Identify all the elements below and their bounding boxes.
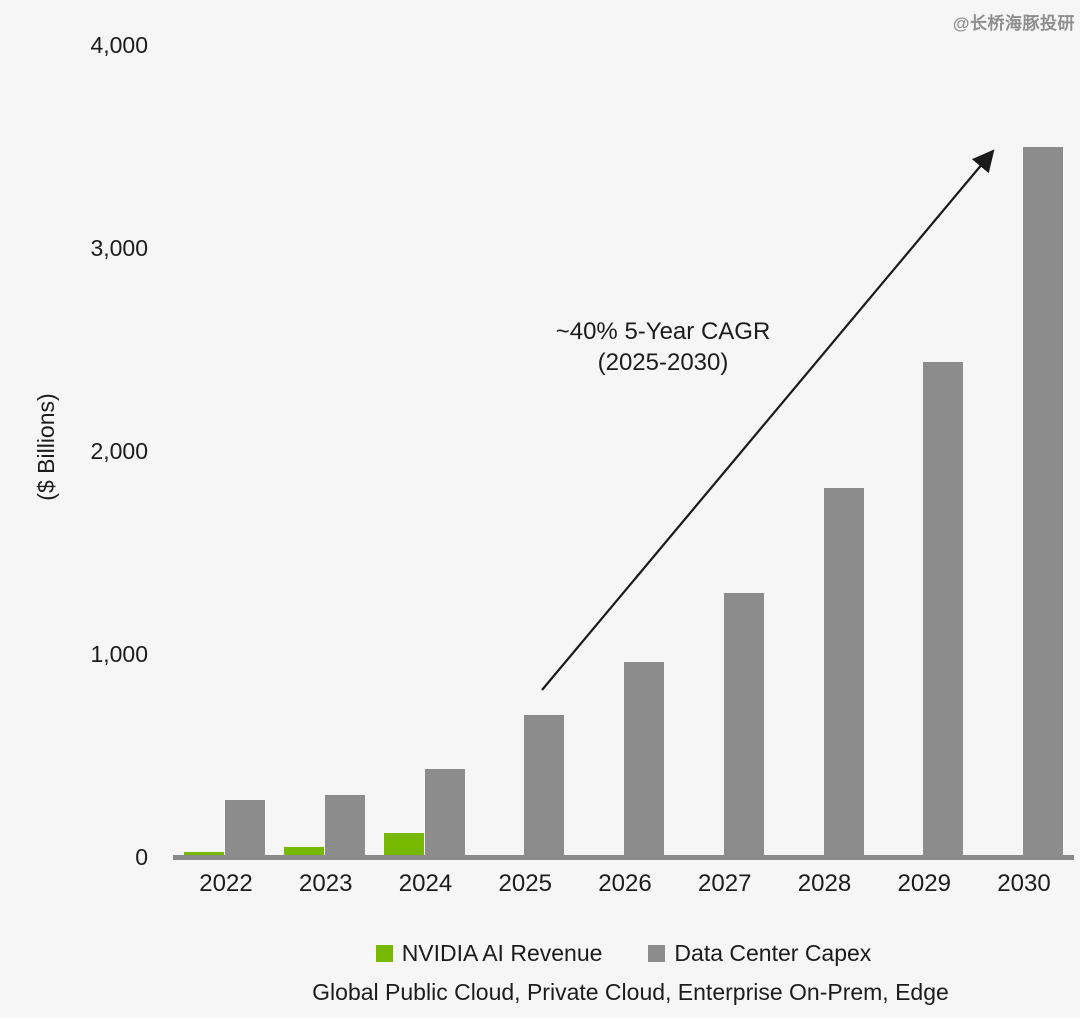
legend-label: NVIDIA AI Revenue [401, 940, 603, 966]
y-tick-label: 0 [135, 844, 148, 870]
x-tick-label: 2025 [498, 870, 552, 897]
bar-data-center-capex-2029 [923, 361, 964, 857]
bar-nvidia-ai-revenue-2024 [383, 832, 424, 857]
caption: Global Public Cloud, Private Cloud, Ente… [312, 979, 949, 1005]
bar-data-center-capex-2022 [225, 800, 265, 857]
bar-nvidia-ai-revenue-2022 [184, 851, 224, 857]
x-tick-label: 2028 [797, 870, 852, 897]
x-tick-label: 2030 [997, 870, 1051, 897]
cagr-annotation: ~40% 5-Year CAGR (2025-2030) [458, 316, 868, 378]
x-tick-label: 2026 [598, 870, 652, 897]
cagr-annotation-line2: (2025-2030) [597, 349, 729, 376]
bar-data-center-capex-2026 [624, 662, 664, 857]
legend-item-data-center-capex: Data Center Capex [648, 940, 871, 967]
y-tick-label: 2,000 [90, 438, 148, 464]
watermark: @长桥海豚投研 [952, 14, 1075, 33]
legend-swatch-nvidia-ai-revenue [375, 945, 393, 962]
bar-data-center-capex-2030 [1023, 146, 1063, 857]
bar-data-center-capex-2025 [524, 714, 565, 857]
y-tick-label: 3,000 [90, 235, 148, 261]
x-tick-label: 2024 [398, 870, 453, 897]
bar-data-center-capex-2028 [823, 487, 864, 857]
x-tick-label: 2023 [299, 870, 353, 897]
bar-data-center-capex-2023 [324, 795, 365, 857]
legend-swatch-data-center-capex [648, 945, 666, 962]
y-tick-label: 1,000 [90, 641, 148, 667]
legend-item-nvidia-ai-revenue: NVIDIA AI Revenue [375, 940, 603, 967]
x-tick-label: 2029 [897, 870, 951, 897]
bar-nvidia-ai-revenue-2023 [283, 846, 324, 857]
cagr-annotation-line1: ~40% 5-Year CAGR [555, 318, 771, 345]
bar-data-center-capex-2027 [723, 593, 764, 857]
x-tick-label: 2022 [199, 870, 253, 897]
bar-data-center-capex-2024 [424, 768, 465, 857]
legend-label: Data Center Capex [674, 940, 872, 966]
x-axis-line [173, 855, 1074, 860]
y-tick-label: 4,000 [90, 32, 148, 58]
x-tick-label: 2027 [698, 870, 752, 897]
legend: NVIDIA AI Revenue Data Center Capex [173, 940, 1074, 967]
